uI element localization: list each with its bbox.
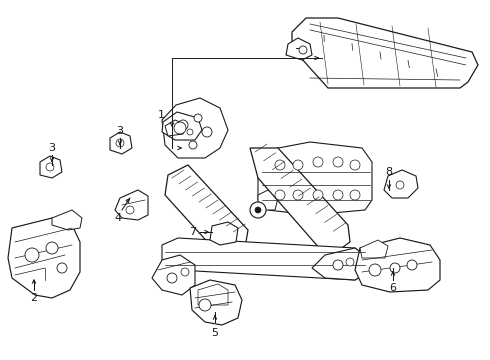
Circle shape xyxy=(250,202,266,218)
Circle shape xyxy=(275,160,285,170)
Polygon shape xyxy=(355,238,440,292)
Circle shape xyxy=(350,190,360,200)
Circle shape xyxy=(202,127,212,137)
Polygon shape xyxy=(286,38,312,60)
Circle shape xyxy=(187,129,193,135)
Circle shape xyxy=(313,190,323,200)
Polygon shape xyxy=(250,148,350,258)
Circle shape xyxy=(181,268,189,276)
Circle shape xyxy=(25,248,39,262)
Polygon shape xyxy=(292,18,478,88)
Circle shape xyxy=(167,273,177,283)
Text: 3: 3 xyxy=(117,126,123,136)
Circle shape xyxy=(126,206,134,214)
Polygon shape xyxy=(8,218,80,298)
Text: 4: 4 xyxy=(115,213,122,223)
Circle shape xyxy=(293,190,303,200)
Circle shape xyxy=(333,260,343,270)
Circle shape xyxy=(57,263,67,273)
Polygon shape xyxy=(110,132,132,154)
Polygon shape xyxy=(258,142,372,215)
Polygon shape xyxy=(384,170,418,198)
Circle shape xyxy=(116,139,124,147)
Circle shape xyxy=(293,160,303,170)
Circle shape xyxy=(275,190,285,200)
Polygon shape xyxy=(190,280,242,325)
Polygon shape xyxy=(152,255,195,295)
Polygon shape xyxy=(162,238,368,280)
Polygon shape xyxy=(52,210,82,230)
Text: 6: 6 xyxy=(390,283,396,293)
Circle shape xyxy=(299,46,307,54)
Polygon shape xyxy=(210,222,238,245)
Text: 1: 1 xyxy=(157,110,165,120)
Polygon shape xyxy=(162,98,228,158)
Circle shape xyxy=(46,163,54,171)
Circle shape xyxy=(346,258,354,266)
Text: 2: 2 xyxy=(30,293,38,303)
Circle shape xyxy=(333,157,343,167)
Circle shape xyxy=(390,263,400,273)
Circle shape xyxy=(46,242,58,254)
Circle shape xyxy=(350,160,360,170)
Polygon shape xyxy=(360,240,388,258)
Circle shape xyxy=(333,190,343,200)
Circle shape xyxy=(194,114,202,122)
Polygon shape xyxy=(258,158,278,178)
Polygon shape xyxy=(165,165,248,258)
Circle shape xyxy=(407,260,417,270)
Circle shape xyxy=(174,122,186,134)
Polygon shape xyxy=(162,112,202,140)
Text: 7: 7 xyxy=(190,227,196,237)
Circle shape xyxy=(369,264,381,276)
Circle shape xyxy=(189,141,197,149)
Text: 8: 8 xyxy=(386,167,392,177)
Text: 5: 5 xyxy=(212,328,219,338)
Circle shape xyxy=(396,181,404,189)
Polygon shape xyxy=(40,156,62,178)
Text: 3: 3 xyxy=(49,143,55,153)
Polygon shape xyxy=(165,120,185,136)
Circle shape xyxy=(199,299,211,311)
Polygon shape xyxy=(258,190,278,210)
Polygon shape xyxy=(198,284,228,305)
Polygon shape xyxy=(115,190,148,220)
Circle shape xyxy=(313,157,323,167)
Polygon shape xyxy=(312,248,368,280)
Circle shape xyxy=(178,120,188,130)
Circle shape xyxy=(255,207,261,213)
